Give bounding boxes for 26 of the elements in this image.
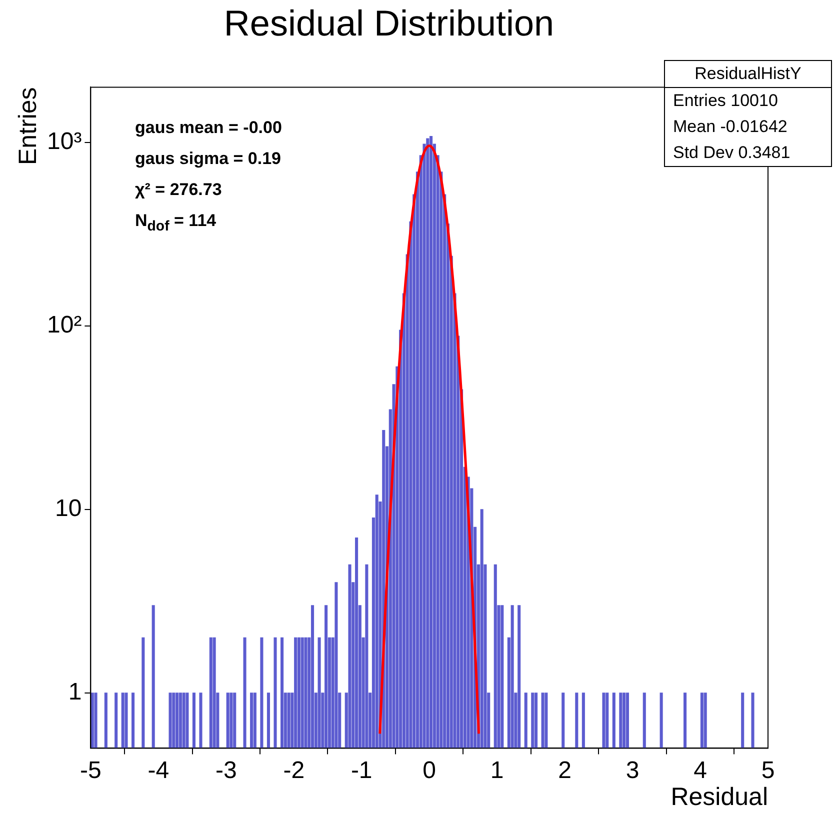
x-tick-label: 3 [626, 757, 640, 784]
annotation: N$_{dof}$ = 114 [135, 210, 218, 236]
x-tick-label: 5 [761, 757, 775, 784]
annotation: gaus mean = -0.00 [135, 117, 282, 139]
text: ResidualHistY [665, 61, 831, 88]
y-tick-label: 10 [54, 495, 82, 522]
x-tick-label: -1 [350, 757, 372, 784]
annotation: χ² = 276.73 [135, 179, 223, 201]
x-tick-label: 0 [422, 757, 436, 784]
chart-title: Residual Distribution [224, 2, 554, 44]
x-tick-label: -3 [215, 757, 237, 784]
y-tick-label: 10² [47, 312, 82, 339]
x-tick-label: 4 [694, 757, 707, 784]
y-tick-label: 1 [68, 678, 82, 706]
x-tick-label: -4 [148, 757, 170, 784]
x-tick-label: 1 [490, 757, 504, 784]
x-tick-label: 2 [558, 757, 572, 784]
x-tick-label: -2 [283, 757, 305, 784]
y-axis-title: Entries [14, 87, 42, 166]
annotation: Std Dev 0.3481 [672, 142, 792, 164]
annotation: Mean -0.01642 [672, 116, 788, 138]
y-tick-label: 10³ [47, 128, 82, 156]
x-axis-title: Residual [670, 782, 768, 811]
annotation: gaus sigma = 0.19 [135, 148, 282, 170]
x-tick-label: -5 [80, 757, 102, 784]
annotation: Entries 10010 [672, 90, 779, 112]
